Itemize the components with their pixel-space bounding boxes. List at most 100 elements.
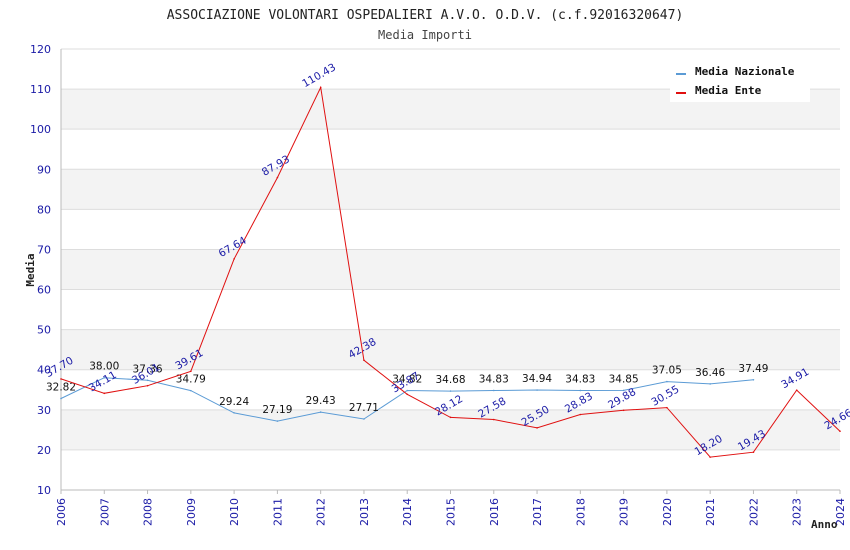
x-tick-label: 2012 (315, 498, 328, 526)
ente-point (492, 418, 495, 421)
x-tick-label: 2019 (618, 498, 631, 526)
nazionale-data-label: 37.05 (652, 365, 682, 377)
nazionale-point (363, 418, 365, 420)
ente-point (622, 409, 625, 412)
ente-point (190, 370, 192, 373)
y-tick-label: 20 (37, 444, 51, 457)
nazionale-data-label: 29.43 (306, 395, 336, 407)
nazionale-data-label: 37.49 (738, 363, 768, 375)
chart-subtitle: Media Importi (378, 28, 472, 42)
ente-point (233, 258, 235, 260)
y-tick-label: 40 (37, 364, 51, 377)
legend-label-media-ente: Media Ente (695, 84, 762, 97)
ente-point (752, 451, 755, 453)
nazionale-point (752, 378, 755, 381)
band-20-30 (61, 409, 840, 450)
nazionale-point (709, 383, 711, 385)
nazionale-point (406, 389, 409, 392)
legend-box (670, 60, 810, 102)
y-tick-label: 70 (37, 243, 51, 256)
x-tick-label: 2020 (661, 498, 674, 526)
x-tick-label: 2007 (98, 498, 111, 526)
x-tick-label: 2022 (747, 498, 760, 526)
nazionale-point (536, 389, 538, 391)
nazionale-point (622, 389, 625, 392)
ente-point (449, 416, 452, 419)
series-media-nazionale: 32.82 38.00 37.36 34.79 29.24 27.19 29.43 27.71… (46, 361, 768, 422)
legend: Media Nazionale Media Ente (670, 60, 810, 102)
nazionale-data-label: 27.71 (349, 402, 379, 414)
y-tick-label: 120 (30, 43, 51, 56)
ente-point (146, 384, 149, 387)
x-axis-label: Anno (811, 518, 838, 531)
nazionale-data-label: 34.82 (392, 373, 422, 385)
band-50-60 (61, 289, 840, 330)
band-60-70 (61, 249, 840, 290)
x-tick-label: 2021 (704, 498, 717, 526)
y-tick-label: 100 (30, 123, 51, 136)
y-tick-label: 30 (37, 404, 51, 417)
x-tick-label: 2006 (55, 498, 68, 526)
x-tick-label: 2013 (358, 498, 371, 526)
y-axis-label: Media (24, 253, 37, 286)
y-tick-label: 10 (37, 484, 51, 497)
ente-point (319, 86, 322, 89)
nazionale-point (103, 376, 106, 379)
x-tick-label: 2015 (445, 498, 458, 526)
chart-title: ASSOCIAZIONE VOLONTARI OSPEDALIERI A.V.O… (167, 8, 684, 23)
band-70-80 (61, 209, 840, 250)
band-80-90 (61, 169, 840, 210)
nazionale-data-label: 34.94 (522, 373, 552, 385)
ente-point (406, 393, 409, 396)
nazionale-point (666, 380, 668, 383)
x-tick-label: 2023 (791, 498, 804, 526)
ente-point (363, 359, 365, 361)
band-30-40 (61, 369, 840, 410)
y-tick-label: 90 (37, 163, 51, 176)
band-40-50 (61, 329, 840, 370)
nazionale-data-label: 34.83 (565, 373, 595, 385)
x-tick-label: 2011 (271, 498, 284, 526)
nazionale-data-label: 34.83 (479, 373, 509, 385)
nazionale-data-label: 38.00 (89, 361, 119, 373)
x-tick-label: 2009 (185, 498, 198, 526)
nazionale-point (319, 411, 322, 413)
x-axis-ticks: 2006 2007 2008 2009 2010 2011 2012 2013 2014 2015… (55, 490, 847, 526)
ente-point (666, 406, 668, 409)
ente-point (579, 413, 582, 416)
y-tick-label: 60 (37, 284, 51, 297)
ente-point (839, 430, 841, 433)
y-tick-label: 50 (37, 324, 51, 337)
y-axis-ticks: 10 20 30 40 50 60 70 80 90 100 110 120 (30, 43, 51, 497)
ente-point (536, 427, 538, 429)
x-tick-label: 2016 (488, 498, 501, 526)
nazionale-point (492, 389, 495, 392)
nazionale-data-label: 32.82 (46, 382, 76, 394)
x-tick-label: 2008 (142, 498, 155, 526)
ente-point (276, 176, 279, 179)
nazionale-data-label: 36.46 (695, 367, 725, 379)
y-tick-label: 110 (30, 83, 51, 96)
nazionale-point (233, 412, 235, 414)
x-tick-label: 2017 (531, 498, 544, 526)
legend-label-media-nazionale: Media Nazionale (695, 65, 795, 78)
nazionale-data-label: 27.19 (262, 404, 292, 416)
x-tick-label: 2018 (574, 498, 587, 526)
nazionale-point (449, 390, 452, 392)
nazionale-point (146, 379, 149, 382)
nazionale-data-label: 34.68 (435, 374, 465, 386)
plot-background-bands (61, 49, 840, 490)
nazionale-point (276, 420, 279, 422)
nazionale-data-label: 34.85 (609, 373, 639, 385)
ente-point (795, 389, 798, 391)
nazionale-data-label: 34.79 (176, 374, 206, 386)
ente-point (709, 456, 711, 458)
nazionale-point (190, 389, 192, 392)
band-90-100 (61, 129, 840, 170)
x-tick-label: 2010 (228, 498, 241, 526)
nazionale-data-label: 37.36 (133, 363, 163, 375)
ente-point (103, 392, 106, 395)
x-tick-label: 2024 (834, 498, 847, 526)
ente-point (60, 378, 62, 380)
